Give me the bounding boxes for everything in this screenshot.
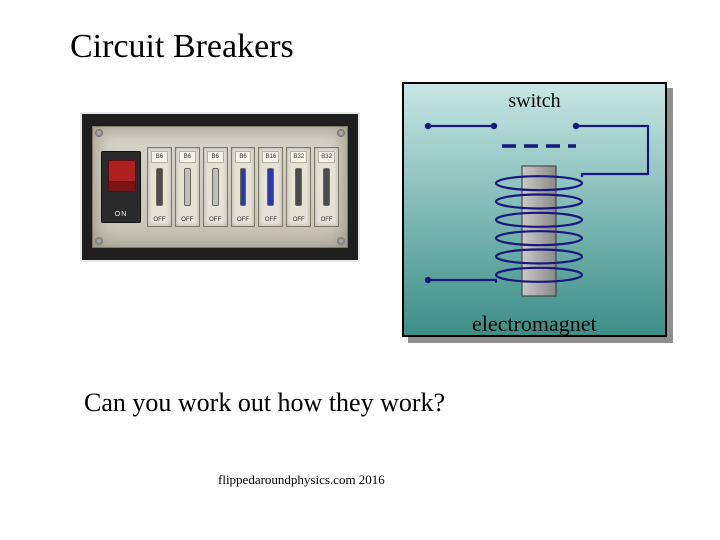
mcb-off-label: OFF bbox=[315, 217, 338, 223]
mcb: B6 OFF bbox=[203, 147, 228, 227]
mcb-tag: B32 bbox=[318, 151, 335, 163]
question-text: Can you work out how they work? bbox=[84, 388, 445, 418]
mcb-tag: B6 bbox=[151, 151, 168, 163]
mains-on-label: ON bbox=[102, 211, 140, 218]
slide: Circuit Breakers ON B6 OFF B6 OFF B6 OFF B6 OFF… bbox=[0, 0, 720, 540]
mcb-off-label: OFF bbox=[176, 217, 199, 223]
mcb-off-label: OFF bbox=[204, 217, 227, 223]
panel-screw bbox=[95, 237, 103, 245]
mcb-off-label: OFF bbox=[148, 217, 171, 223]
page-title: Circuit Breakers bbox=[70, 28, 294, 66]
footer-credit: flippedaroundphysics.com 2016 bbox=[218, 472, 385, 488]
mcb-off-label: OFF bbox=[259, 217, 282, 223]
panel-screw bbox=[95, 129, 103, 137]
mcb: B32 OFF bbox=[286, 147, 311, 227]
mcb-off-label: OFF bbox=[287, 217, 310, 223]
mcb: B32 OFF bbox=[314, 147, 339, 227]
electromagnet-label: electromagnet bbox=[472, 311, 597, 337]
mcb-toggle bbox=[156, 168, 163, 206]
panel-screw bbox=[337, 129, 345, 137]
mcb-tag: B6 bbox=[207, 151, 224, 163]
mcb-tag: B32 bbox=[290, 151, 307, 163]
panel-screw bbox=[337, 237, 345, 245]
mains-switch: ON bbox=[101, 151, 141, 223]
mcb-tag: B6 bbox=[235, 151, 252, 163]
breaker-panel-photo: ON B6 OFF B6 OFF B6 OFF B6 OFF B16 OFF B32 OFF B32 OF… bbox=[80, 112, 360, 262]
mcb-row: B6 OFF B6 OFF B6 OFF B6 OFF B16 OFF B32 OFF B32 OFF bbox=[147, 147, 339, 227]
mcb-tag: B16 bbox=[262, 151, 279, 163]
mcb-off-label: OFF bbox=[232, 217, 255, 223]
mains-rocker bbox=[108, 160, 136, 192]
mcb-toggle bbox=[240, 168, 247, 206]
mcb-toggle bbox=[267, 168, 274, 206]
mcb-toggle bbox=[184, 168, 191, 206]
mcb-toggle bbox=[323, 168, 330, 206]
electromagnet-diagram: switch bbox=[402, 82, 667, 337]
panel-face: ON B6 OFF B6 OFF B6 OFF B6 OFF B16 OFF B32 OFF B32 OF… bbox=[92, 126, 348, 248]
diagram-frame: switch bbox=[402, 82, 667, 337]
mcb-toggle bbox=[295, 168, 302, 206]
diagram-svg bbox=[404, 84, 665, 335]
mcb: B6 OFF bbox=[175, 147, 200, 227]
mcb-tag: B6 bbox=[179, 151, 196, 163]
mcb: B6 OFF bbox=[231, 147, 256, 227]
mcb-toggle bbox=[212, 168, 219, 206]
mcb: B6 OFF bbox=[147, 147, 172, 227]
mcb: B16 OFF bbox=[258, 147, 283, 227]
